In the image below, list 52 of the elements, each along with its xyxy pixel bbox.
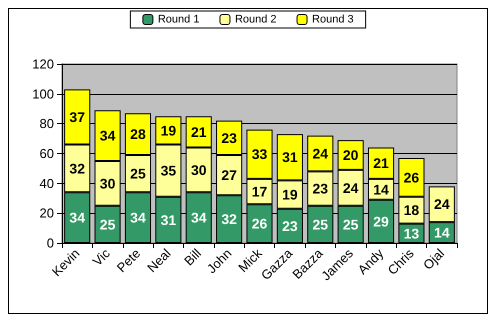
data-label: 30 [100, 175, 116, 192]
data-label: 33 [252, 146, 268, 162]
data-label: 34 [130, 210, 146, 226]
data-label: 32 [221, 211, 238, 228]
x-tick-label: Ojal [420, 246, 448, 273]
data-label: 23 [282, 218, 298, 234]
data-label: 32 [69, 160, 86, 176]
data-label: 19 [160, 122, 176, 138]
data-label: 19 [282, 186, 298, 203]
y-tick-label: 100 [32, 86, 54, 102]
data-label: 20 [342, 146, 359, 163]
data-label: 23 [312, 180, 328, 197]
data-label: 25 [100, 216, 116, 232]
y-tick-label: 0 [46, 236, 54, 250]
y-tick-label: 20 [40, 206, 54, 221]
data-label: 34 [190, 210, 207, 226]
y-tick-label: 120 [32, 56, 54, 72]
data-label: 21 [373, 155, 390, 172]
data-label: 35 [160, 162, 176, 179]
data-label: 24 [434, 196, 450, 212]
data-label: 18 [404, 202, 420, 218]
legend-label: Round 1 [158, 14, 200, 26]
data-label: 24 [312, 146, 328, 162]
y-tick-label: 60 [40, 146, 54, 161]
data-label: 26 [404, 169, 420, 186]
data-label: 34 [100, 128, 116, 144]
y-tick-label: 40 [40, 176, 54, 191]
data-label: 17 [252, 184, 268, 200]
data-label: 21 [190, 124, 207, 140]
data-label: 25 [130, 166, 146, 182]
data-label: 31 [282, 149, 298, 166]
data-label: 37 [69, 108, 86, 125]
data-label: 34 [69, 210, 86, 226]
data-label: 27 [221, 167, 238, 184]
data-label: 14 [373, 181, 390, 198]
data-label: 31 [160, 212, 176, 228]
data-label: 25 [342, 216, 359, 232]
data-label: 29 [373, 213, 390, 230]
data-label: 13 [404, 225, 420, 242]
data-label: 25 [312, 216, 328, 232]
data-label: 26 [252, 216, 268, 232]
legend-label: Round 3 [312, 14, 354, 26]
x-tick-label: Bill [181, 246, 204, 269]
data-label: 23 [221, 130, 238, 146]
y-tick-label: 80 [40, 116, 54, 132]
x-tick-label: Vic [90, 245, 114, 269]
data-label: 14 [434, 224, 450, 241]
legend-label: Round 2 [234, 14, 277, 26]
data-label: 24 [342, 180, 359, 196]
data-label: 28 [130, 126, 146, 142]
data-label: 30 [190, 162, 207, 178]
x-tick-label: Pete [114, 246, 144, 276]
